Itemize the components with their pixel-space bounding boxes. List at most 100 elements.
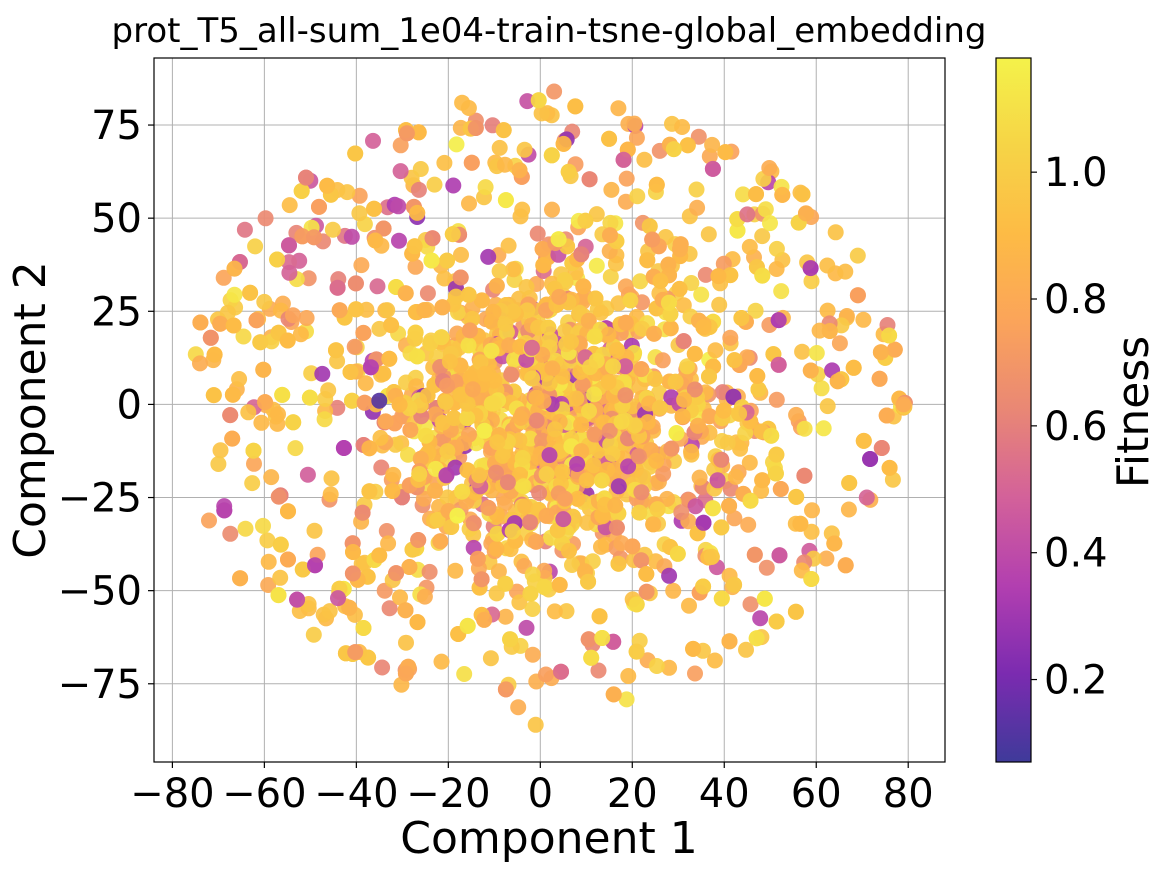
scatter-point xyxy=(602,227,618,244)
scatter-point xyxy=(590,662,607,679)
points-layer xyxy=(187,83,913,733)
scatter-point xyxy=(700,226,717,243)
scatter-point xyxy=(270,488,287,505)
scatter-point xyxy=(554,463,571,480)
scatter-point xyxy=(527,716,544,733)
scatter-point xyxy=(829,373,846,390)
scatter-point xyxy=(757,201,774,218)
y-tick-label: 25 xyxy=(91,289,142,335)
scatter-point xyxy=(808,345,825,361)
scatter-point xyxy=(247,238,264,255)
scatter-point xyxy=(752,610,769,627)
scatter-point xyxy=(638,583,655,600)
scatter-point xyxy=(660,294,677,311)
x-tick-label: −20 xyxy=(406,771,490,817)
scatter-point xyxy=(574,376,591,393)
scatter-point xyxy=(455,435,472,452)
scatter-point xyxy=(546,603,563,620)
scatter-point xyxy=(541,375,558,392)
scatter-point xyxy=(465,515,482,532)
scatter-point xyxy=(551,288,568,305)
scatter-point xyxy=(573,416,590,433)
scatter-point xyxy=(742,596,759,613)
scatter-point xyxy=(676,391,693,408)
scatter-point xyxy=(401,559,418,575)
scatter-point xyxy=(494,447,511,464)
scatter-point xyxy=(654,352,671,369)
scatter-point xyxy=(417,427,434,444)
scatter-point xyxy=(546,421,563,438)
y-tick-label: 75 xyxy=(91,103,142,149)
scatter-point xyxy=(192,314,209,331)
scatter-point xyxy=(240,404,257,421)
scatter-point xyxy=(524,370,541,387)
scatter-point xyxy=(578,472,595,489)
scatter-point xyxy=(392,163,409,180)
scatter-point xyxy=(600,326,617,343)
scatter-point xyxy=(517,498,534,515)
scatter-point xyxy=(591,608,608,625)
scatter-point xyxy=(281,197,298,214)
scatter-point xyxy=(738,641,754,658)
scatter-point xyxy=(763,427,780,444)
scatter-point xyxy=(257,210,274,227)
scatter-point xyxy=(491,139,508,156)
x-tick-label: −40 xyxy=(314,771,398,817)
scatter-point xyxy=(439,252,455,269)
scatter-point xyxy=(407,258,424,275)
scatter-point xyxy=(881,459,898,476)
scatter-point xyxy=(529,225,546,242)
scatter-point xyxy=(192,355,208,372)
scatter-point xyxy=(726,510,743,527)
scatter-point xyxy=(536,579,553,596)
scatter-point xyxy=(840,501,857,518)
scatter-point xyxy=(581,403,597,419)
scatter-point xyxy=(721,633,738,650)
scatter-point xyxy=(691,469,708,486)
scatter-point xyxy=(444,226,461,243)
scatter-point xyxy=(381,600,398,617)
scatter-point xyxy=(687,498,704,515)
scatter-point xyxy=(384,483,401,499)
scatter-point xyxy=(380,535,397,552)
scatter-point xyxy=(421,563,438,580)
scatter-point xyxy=(713,451,730,468)
scatter-point xyxy=(339,184,356,201)
scatter-point xyxy=(560,542,577,559)
scatter-point xyxy=(686,345,703,362)
scatter-point xyxy=(518,279,535,295)
scatter-point xyxy=(615,151,632,168)
scatter-point xyxy=(767,465,784,482)
scatter-point xyxy=(351,205,368,222)
scatter-point xyxy=(311,198,327,215)
x-tick-label: 80 xyxy=(883,771,934,817)
scatter-point xyxy=(473,292,490,309)
colorbar-tick-label: 0.2 xyxy=(1044,658,1108,704)
scatter-point xyxy=(672,236,689,253)
scatter-point xyxy=(727,468,744,485)
scatter-point xyxy=(693,286,710,303)
colorbar-tick-label: 0.4 xyxy=(1044,531,1108,577)
scatter-point xyxy=(661,567,678,584)
scatter-point xyxy=(733,310,750,326)
y-axis-ticks: −75 −50 −25 0 25 50 75 xyxy=(58,103,154,708)
scatter-point xyxy=(803,523,820,540)
scatter-point xyxy=(770,356,787,373)
scatter-point xyxy=(541,447,558,464)
scatter-point xyxy=(871,370,888,387)
scatter-point xyxy=(540,319,557,336)
scatter-point xyxy=(580,573,597,590)
scatter-point xyxy=(436,154,453,171)
scatter-point xyxy=(618,691,635,708)
scatter-point xyxy=(819,398,836,415)
scatter-point xyxy=(633,361,650,378)
scatter-point xyxy=(375,220,392,237)
scatter-point xyxy=(794,343,811,360)
scatter-point xyxy=(411,466,428,482)
scatter-point xyxy=(586,426,603,443)
scatter-point xyxy=(514,450,531,466)
scatter-point xyxy=(452,269,469,286)
scatter-point xyxy=(544,360,561,377)
scatter-point xyxy=(322,486,339,503)
scatter-point xyxy=(400,446,416,463)
